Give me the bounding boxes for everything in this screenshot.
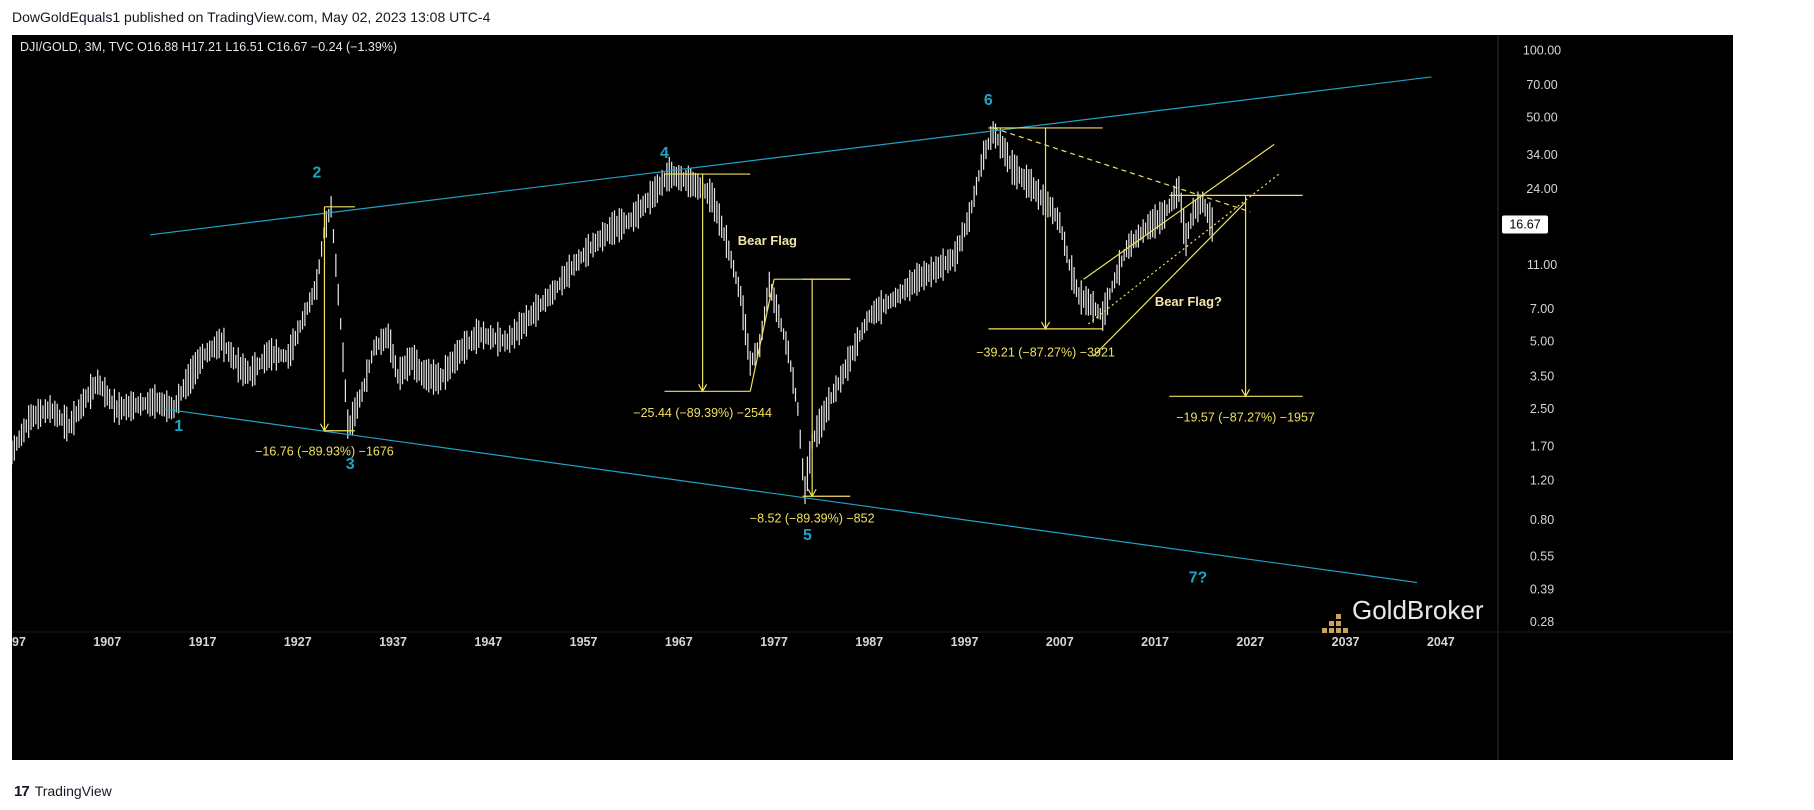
- trendline-cyan: [164, 408, 1418, 584]
- annotations: Bear Flag Bear Flag?: [738, 233, 1222, 309]
- trendline-yellow: [749, 279, 775, 392]
- trendline-yellow: [992, 127, 1251, 213]
- wave-label: 7?: [1189, 570, 1208, 587]
- y-tick-label: 5.00: [1530, 335, 1554, 349]
- y-tick-label: 0.39: [1530, 583, 1554, 597]
- wave-label: 6: [984, 92, 993, 109]
- measure-label: −8.52 (−89.39%) −852: [750, 511, 875, 525]
- x-tick-label: 1977: [760, 635, 788, 649]
- chart-svg[interactable]: −16.76 (−89.93%) −1676 −25.44 (−89.39%) −…: [12, 35, 1733, 760]
- measure-label: −39.21 (−87.27%) −3921: [976, 345, 1115, 359]
- measure-label: −19.57 (−87.27%) −1957: [1176, 410, 1315, 424]
- y-tick-label: 2.50: [1530, 402, 1554, 416]
- annotation-label: Bear Flag: [738, 233, 797, 248]
- y-tick-label: 1.20: [1530, 473, 1554, 487]
- x-tick-label: 1967: [665, 635, 693, 649]
- x-tick-label: 2017: [1141, 635, 1169, 649]
- measure-label: −25.44 (−89.39%) −2544: [633, 406, 772, 420]
- chart-area[interactable]: −16.76 (−89.93%) −1676 −25.44 (−89.39%) −…: [12, 35, 1733, 760]
- x-tick-label: 1897: [12, 635, 26, 649]
- wave-label: 2: [312, 165, 321, 182]
- x-tick-label: 1957: [570, 635, 598, 649]
- y-tick-label: 3.50: [1530, 369, 1554, 383]
- x-tick-label: 1997: [951, 635, 979, 649]
- y-tick-label: 11.00: [1527, 258, 1557, 272]
- tradingview-logo-icon: 17: [14, 782, 30, 800]
- last-price-tag: [1502, 215, 1548, 234]
- axes: 1897 1907 1917 1927 1937 1947 1957 1967 1977 1987…: [12, 35, 1733, 760]
- x-tick-label: 2007: [1046, 635, 1074, 649]
- tradingview-brand: TradingView: [34, 783, 112, 799]
- trendlines: [150, 76, 1432, 584]
- published-byline: DowGoldEquals1 published on TradingView.…: [12, 9, 491, 25]
- annotation-label: Bear Flag?: [1155, 294, 1222, 309]
- y-tick-label: 1.70: [1530, 440, 1554, 454]
- x-tick-label: 1907: [93, 635, 121, 649]
- x-tick-label: 1987: [855, 635, 883, 649]
- trendline-yellow: [1088, 173, 1280, 325]
- wave-label: 3: [346, 456, 355, 473]
- goldbroker-logo-icon: [1322, 614, 1348, 633]
- measurements: −16.76 (−89.93%) −1676 −25.44 (−89.39%) −…: [255, 127, 1315, 525]
- price-bars: [12, 121, 1213, 505]
- wave-label: 1: [174, 418, 183, 435]
- y-tick-label: 0.80: [1530, 513, 1554, 527]
- measure-arrow-head-icon: [1241, 389, 1251, 398]
- last-price-label: 16.67: [1509, 218, 1540, 232]
- x-tick-label: 2027: [1236, 635, 1264, 649]
- x-tick-label: 1917: [189, 635, 217, 649]
- measure-arrow-head-icon: [1041, 321, 1051, 331]
- wave-labels: 1 2 3 4 5 6 7?: [174, 92, 1207, 587]
- wave-label: 5: [803, 527, 812, 544]
- y-tick-label: 50.00: [1526, 111, 1557, 125]
- measure-arrow-head-icon: [319, 423, 329, 432]
- x-tick-label: 2047: [1427, 635, 1455, 649]
- y-tick-label: 0.55: [1530, 549, 1554, 563]
- y-tick-label: 24.00: [1526, 182, 1557, 196]
- y-tick-label: 100.00: [1523, 43, 1561, 57]
- y-tick-label: 0.28: [1530, 615, 1554, 629]
- x-tick-label: 1947: [474, 635, 502, 649]
- symbol-ohlc-line: DJI/GOLD, 3M, TVC O16.88 H17.21 L16.51 C…: [20, 40, 397, 54]
- wave-label: 4: [660, 145, 669, 162]
- trendline-cyan: [150, 76, 1432, 236]
- y-tick-label: 7.00: [1530, 302, 1554, 316]
- y-tick-label: 70.00: [1526, 78, 1557, 92]
- x-tick-label: 1927: [284, 635, 312, 649]
- measure-arrow-head-icon: [807, 488, 817, 498]
- measure-arrow-head-icon: [698, 384, 708, 393]
- x-tick-label: 2037: [1332, 635, 1360, 649]
- footer: 17 TradingView: [14, 780, 112, 802]
- watermark: GoldBroker: [1322, 595, 1484, 633]
- y-tick-label: 34.00: [1526, 148, 1557, 162]
- goldbroker-wordmark: GoldBroker: [1352, 595, 1484, 625]
- measure-label: −16.76 (−89.93%) −1676: [255, 445, 394, 459]
- x-tick-label: 1937: [379, 635, 407, 649]
- trendline-yellow: [1083, 143, 1275, 280]
- trendline-yellow: [1092, 201, 1246, 357]
